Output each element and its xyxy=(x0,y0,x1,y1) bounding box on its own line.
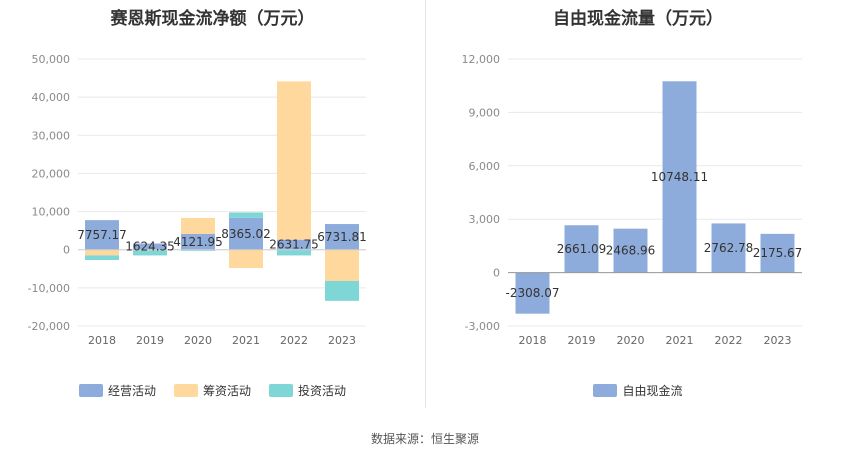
data-label: 7757.17 xyxy=(77,228,127,242)
bar-2023 xyxy=(325,249,359,281)
y-tick-label: 40,000 xyxy=(32,91,71,104)
y-tick-label: 20,000 xyxy=(32,167,71,180)
data-label: 2661.09 xyxy=(557,242,607,256)
data-label: 4121.95 xyxy=(173,235,223,249)
x-tick-label: 2023 xyxy=(328,334,356,347)
y-tick-label: 30,000 xyxy=(32,129,71,142)
chart-plot: -20,000 -10,000 0 10,000 20,000 30,000 40,000 5… xyxy=(28,53,367,347)
chart-title: 自由现金流量（万元） xyxy=(553,9,723,29)
bar-2019 xyxy=(133,250,167,256)
legend-swatch xyxy=(173,384,198,397)
x-tick-label: 2020 xyxy=(617,334,645,347)
chart-plot: -3,000 0 3,000 6,000 9,000 12,000 2018 2019 2020… xyxy=(462,53,803,347)
legend-label: 筹资活动 xyxy=(202,384,251,398)
bar-2018 xyxy=(85,220,119,250)
bar-2021 xyxy=(229,217,263,250)
x-tick-label: 2023 xyxy=(764,334,792,347)
legend-item[interactable]: 投资活动 xyxy=(269,382,346,399)
data-label: 8365.02 xyxy=(221,227,271,241)
bar-2020 xyxy=(181,233,215,250)
cashflow-net-chart: 赛恩斯现金流净额（万元） -20,000 -10,000 0 10,000 20,000… xyxy=(0,0,425,420)
chart-legend: 自由现金流 xyxy=(426,382,850,399)
x-tick-label: 2019 xyxy=(136,334,164,347)
data-label: 2762.78 xyxy=(704,241,754,255)
y-tick-label: -20,000 xyxy=(28,320,70,333)
free-cashflow-chart: 自由现金流量（万元） -3,000 0 3,000 6,000 9,000 12,000 2… xyxy=(426,0,850,420)
panel-divider xyxy=(425,0,426,408)
bar-2021 xyxy=(229,249,263,269)
x-tick-label: 2018 xyxy=(519,334,547,347)
data-label: 2175.67 xyxy=(753,246,803,260)
y-tick-label: 0 xyxy=(493,267,500,280)
bar-2022 xyxy=(277,81,311,240)
legend-label: 投资活动 xyxy=(298,384,347,398)
x-tick-label: 2022 xyxy=(715,334,743,347)
data-label: 1624.35 xyxy=(125,240,175,254)
x-tick-label: 2019 xyxy=(568,334,596,347)
legend-swatch xyxy=(593,384,618,397)
bar-2022 xyxy=(711,223,746,273)
bar-2019 xyxy=(133,243,167,250)
x-tick-label: 2020 xyxy=(184,334,212,347)
y-tick-label: -10,000 xyxy=(28,282,70,295)
y-tick-label: 3,000 xyxy=(469,213,501,226)
y-tick-label: 9,000 xyxy=(469,106,501,119)
legend-label: 自由现金流 xyxy=(622,384,683,398)
data-label: 10748.11 xyxy=(651,170,708,184)
bar-2021 xyxy=(662,81,697,273)
legend-label: 经营活动 xyxy=(107,384,156,398)
bar-2023 xyxy=(325,224,359,250)
data-label: -2308.07 xyxy=(506,286,560,300)
x-tick-label: 2021 xyxy=(232,334,260,347)
data-label: 6731.81 xyxy=(317,230,367,244)
data-label: 2631.75 xyxy=(269,238,319,252)
bar-2021 xyxy=(229,212,263,218)
bar-2022 xyxy=(277,239,311,250)
bar-2023 xyxy=(325,280,359,301)
bar-2019 xyxy=(564,225,599,273)
data-source: 数据来源：恒生聚源 xyxy=(370,432,479,446)
legend-swatch xyxy=(269,384,293,397)
bar-2023 xyxy=(760,233,795,273)
y-tick-label: 12,000 xyxy=(462,53,501,66)
x-tick-label: 2022 xyxy=(280,334,308,347)
y-tick-label: -3,000 xyxy=(465,320,500,333)
legend-swatch xyxy=(78,384,103,397)
chart-title: 赛恩斯现金流净额（万元） xyxy=(110,9,315,29)
y-tick-label: 6,000 xyxy=(469,160,501,173)
legend-item[interactable]: 经营活动 xyxy=(78,382,156,399)
data-label: 2468.96 xyxy=(606,244,656,258)
legend-item[interactable]: 自由现金流 xyxy=(593,382,683,399)
chart-legend: 经营活动 筹资活动 投资活动 xyxy=(0,382,425,399)
bar-2018 xyxy=(85,255,119,261)
x-tick-label: 2018 xyxy=(88,334,116,347)
y-tick-label: 0 xyxy=(63,244,70,257)
bar-2018 xyxy=(515,272,550,314)
x-tick-label: 2021 xyxy=(666,334,694,347)
bar-2020 xyxy=(181,217,215,234)
y-tick-label: 10,000 xyxy=(32,206,71,219)
legend-item[interactable]: 筹资活动 xyxy=(173,382,251,399)
y-tick-label: 50,000 xyxy=(32,53,71,66)
bar-2020 xyxy=(613,228,648,273)
bar-2022 xyxy=(277,249,311,256)
bar-2018 xyxy=(85,249,119,256)
bar-2020 xyxy=(181,249,215,251)
